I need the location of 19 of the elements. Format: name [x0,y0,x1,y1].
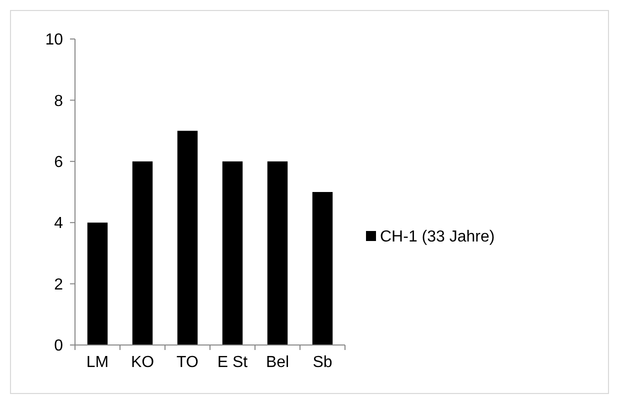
y-tick-label: 10 [45,32,64,49]
x-tick-label: TO [176,354,198,371]
y-tick-label: 4 [54,215,64,232]
legend-label: CH-1 (33 Jahre) [380,228,495,246]
bar [222,161,243,345]
y-tick-label: 2 [54,276,64,294]
x-tick-label: KO [130,354,154,371]
bar [87,222,108,345]
bar [267,161,288,345]
bar [312,192,333,345]
y-tick-label: 8 [54,92,64,110]
y-tick-label: 6 [54,154,64,171]
y-tick-label: 0 [54,338,64,355]
bar [132,161,153,345]
x-tick-label: LM [86,354,109,371]
x-tick-label: E St [217,354,248,371]
x-tick-label: Bel [266,354,290,371]
bar [177,130,198,345]
x-tick-label: Sb [312,354,332,371]
